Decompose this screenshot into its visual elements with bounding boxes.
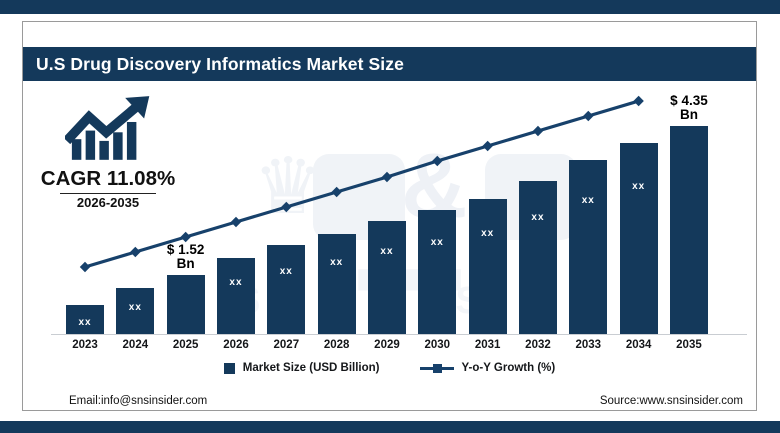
footer: Email:info@snsinsider.com Source:www.sns… bbox=[23, 395, 756, 407]
line-marker-diamond bbox=[583, 110, 594, 122]
bar-2023: xx bbox=[66, 305, 104, 334]
cagr-period: 2026-2035 bbox=[76, 195, 140, 210]
bar-2030: xx bbox=[418, 210, 457, 334]
line-marker-diamond bbox=[281, 201, 292, 213]
line-marker-diamond bbox=[432, 155, 443, 167]
cagr-divider bbox=[60, 193, 156, 194]
top-banner bbox=[0, 0, 780, 14]
bar-2024: xx bbox=[116, 288, 155, 334]
x-axis-line bbox=[51, 334, 747, 335]
legend: Market Size (USD Billion) Y-o-Y Growth (… bbox=[23, 362, 756, 374]
bar-value-placeholder: xx bbox=[380, 246, 394, 258]
x-axis-label-2025: 2025 bbox=[172, 339, 199, 351]
footer-source: Source:www.snsinsider.com bbox=[599, 395, 743, 407]
x-axis-label-2024: 2024 bbox=[122, 339, 149, 351]
line-marker-diamond bbox=[230, 216, 242, 228]
line-swatch-icon bbox=[419, 363, 454, 373]
bar-value-placeholder: xx bbox=[531, 212, 545, 224]
cagr-block: CAGR 11.08% 2026-2035 bbox=[29, 96, 187, 210]
bar-value-placeholder: xx bbox=[78, 316, 92, 328]
bar-2032: xx bbox=[518, 181, 557, 334]
growth-chart-icon bbox=[63, 96, 150, 160]
line-marker-diamond bbox=[381, 171, 393, 183]
line-marker-diamond bbox=[180, 231, 191, 243]
bar-value-placeholder: xx bbox=[581, 194, 595, 206]
x-axis-label-2023: 2023 bbox=[72, 339, 98, 351]
line-marker-diamond bbox=[130, 246, 141, 258]
x-axis-label-2031: 2031 bbox=[474, 339, 501, 351]
bar-value-placeholder: xx bbox=[229, 277, 243, 289]
bar-value-placeholder: xx bbox=[430, 236, 444, 248]
bar-2029: xx bbox=[367, 221, 406, 334]
bar-value-placeholder: xx bbox=[330, 257, 344, 268]
line-marker-diamond bbox=[331, 186, 342, 198]
line-marker-diamond bbox=[532, 125, 544, 137]
x-axis-label-2026: 2026 bbox=[223, 339, 249, 351]
legend-label: Market Size (USD Billion) bbox=[242, 362, 380, 374]
x-axis-label-2034: 2034 bbox=[625, 339, 652, 351]
bar-2034: xx bbox=[619, 143, 658, 334]
bar-swatch-icon bbox=[223, 362, 235, 374]
cagr-value: CAGR 11.08% bbox=[40, 167, 176, 190]
legend-label: Y-o-Y Growth (%) bbox=[461, 362, 556, 374]
annotation-2035: $ 4.35 Bn bbox=[670, 92, 708, 123]
bar-2028: xx bbox=[317, 234, 356, 334]
bar-2033: xx bbox=[569, 160, 608, 334]
x-axis-label-2030: 2030 bbox=[424, 339, 451, 351]
chart-title: U.S Drug Discovery Informatics Market Si… bbox=[36, 53, 404, 74]
combo-chart: xx xx xx xx xx xx xx xx xx xx xx $ 1.52 Bn $ 4.35 Bn … bbox=[23, 22, 758, 412]
bar-2031: xx bbox=[468, 199, 507, 334]
line-marker-diamond bbox=[482, 140, 493, 152]
bar-2026: xx bbox=[216, 258, 255, 334]
bar-value-placeholder: xx bbox=[481, 227, 495, 239]
footer-email: Email:info@snsinsider.com bbox=[69, 395, 208, 407]
x-axis-label-2032: 2032 bbox=[525, 339, 551, 351]
bar-2025 bbox=[166, 275, 205, 334]
bar-2035 bbox=[669, 126, 708, 334]
x-axis-label-2028: 2028 bbox=[323, 339, 350, 351]
x-axis-label-2033: 2033 bbox=[575, 339, 602, 351]
bar-value-placeholder: xx bbox=[279, 266, 293, 278]
line-marker-diamond bbox=[79, 261, 91, 273]
bar-2027: xx bbox=[267, 245, 306, 334]
chart-title-bar: U.S Drug Discovery Informatics Market Si… bbox=[23, 47, 756, 81]
chart-frame: U.S Drug Discovery Informatics Market Si… bbox=[22, 21, 757, 411]
legend-item-yoy-growth: Y-o-Y Growth (%) bbox=[419, 362, 556, 374]
legend-item-market-size: Market Size (USD Billion) bbox=[223, 362, 380, 374]
bottom-banner bbox=[0, 421, 780, 433]
x-axis-label-2027: 2027 bbox=[273, 339, 300, 351]
line-marker-diamond bbox=[633, 95, 644, 107]
yoy-growth-line bbox=[79, 95, 644, 273]
annotation-2025: $ 1.52 Bn bbox=[166, 241, 205, 272]
bar-value-placeholder: xx bbox=[632, 180, 646, 192]
x-axis-label-2029: 2029 bbox=[374, 339, 400, 351]
bar-value-placeholder: xx bbox=[128, 302, 142, 314]
x-axis-label-2035: 2035 bbox=[676, 339, 702, 351]
